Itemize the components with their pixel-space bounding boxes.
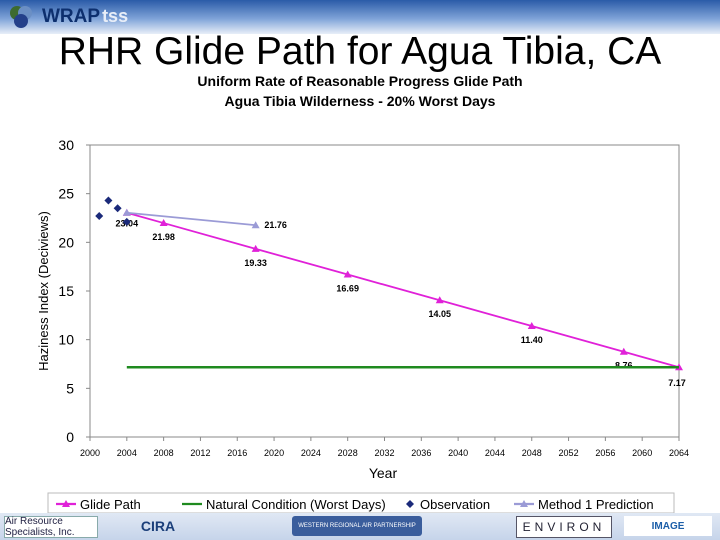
y-tick-label: 25 [58, 186, 74, 202]
x-tick-label: 2040 [448, 448, 468, 458]
data-label: 16.69 [336, 284, 359, 294]
footer-logo-bar: Air Resource Specialists, Inc. CIRA WEST… [0, 513, 720, 540]
data-label: 21.76 [264, 220, 287, 230]
x-tick-label: 2064 [669, 448, 689, 458]
y-tick-label: 0 [66, 429, 74, 445]
point-observation [122, 217, 131, 226]
chart-subtitle: Agua Tibia Wilderness - 20% Worst Days [224, 93, 496, 109]
header-bar: WRAP tss [0, 0, 720, 34]
x-tick-label: 2044 [485, 448, 505, 458]
plot-area [89, 144, 680, 438]
data-label: 8.76 [615, 361, 633, 371]
x-tick-label: 2028 [338, 448, 358, 458]
x-tick-label: 2000 [80, 448, 100, 458]
point-glide-path [619, 347, 628, 355]
slide-title: RHR Glide Path for Agua Tibia, CA [58, 30, 662, 73]
point-observation [104, 196, 113, 205]
data-label: 11.40 [521, 335, 543, 345]
x-tick-label: 2008 [154, 448, 174, 458]
legend-label-observation: Observation [420, 497, 490, 512]
legend-label-method-1-prediction: Method 1 Prediction [538, 497, 654, 512]
x-tick-label: 2016 [227, 448, 247, 458]
point-observation [113, 204, 122, 213]
x-axis-label: Year [369, 465, 398, 481]
x-tick-label: 2020 [264, 448, 284, 458]
point-observation [95, 212, 104, 221]
x-tick-label: 2012 [190, 448, 210, 458]
point-glide-path [343, 270, 352, 278]
y-tick-label: 5 [66, 380, 74, 396]
point-method-1-prediction [122, 208, 131, 216]
x-tick-label: 2032 [374, 448, 394, 458]
y-axis-label: Haziness Index (Deciviews) [36, 211, 51, 371]
point-glide-path [159, 219, 168, 227]
y-tick-label: 10 [58, 332, 74, 348]
y-tick-label: 30 [58, 137, 74, 153]
point-method-1-prediction [251, 221, 260, 229]
footer-logo-environ: ENVIRON [516, 516, 612, 538]
point-glide-path [527, 322, 536, 330]
x-tick-label: 2048 [522, 448, 542, 458]
legend-label-glide-path: Glide Path [80, 497, 141, 512]
series-line-glide-path [126, 211, 680, 369]
point-glide-path [251, 244, 260, 252]
legend-label-natural-condition-worst-days: Natural Condition (Worst Days) [206, 497, 386, 512]
x-tick-label: 2052 [559, 448, 579, 458]
x-tick-label: 2056 [595, 448, 615, 458]
legend-marker-method-1-prediction [520, 500, 528, 507]
legend-marker-glide-path [62, 500, 70, 507]
x-tick-label: 2004 [117, 448, 137, 458]
y-tick-label: 20 [58, 234, 74, 250]
point-glide-path [435, 296, 444, 304]
data-label: 14.05 [428, 309, 451, 319]
data-label: 19.33 [244, 258, 267, 268]
x-tick-label: 2060 [632, 448, 652, 458]
data-label: 7.17 [668, 378, 686, 388]
series-line-method-1-prediction [126, 211, 256, 227]
y-tick-label: 15 [58, 283, 74, 299]
x-tick-label: 2036 [411, 448, 431, 458]
footer-logo-cira: CIRA [140, 518, 176, 534]
brand-suffix: tss [102, 6, 129, 26]
chart-title: Uniform Rate of Reasonable Progress Glid… [197, 73, 523, 89]
brand-name: WRAP [42, 6, 101, 27]
wrap-logo-icon [10, 6, 32, 28]
x-tick-label: 2024 [301, 448, 321, 458]
brand: WRAP tss [42, 6, 128, 28]
footer-logo-ars: Air Resource Specialists, Inc. [4, 516, 98, 538]
data-label: 21.98 [152, 232, 175, 242]
footer-logo-wrap: WESTERN REGIONAL AIR PARTNERSHIP [292, 516, 422, 536]
footer-logo-image: IMAGE [624, 516, 712, 536]
legend-marker-observation [406, 500, 414, 508]
